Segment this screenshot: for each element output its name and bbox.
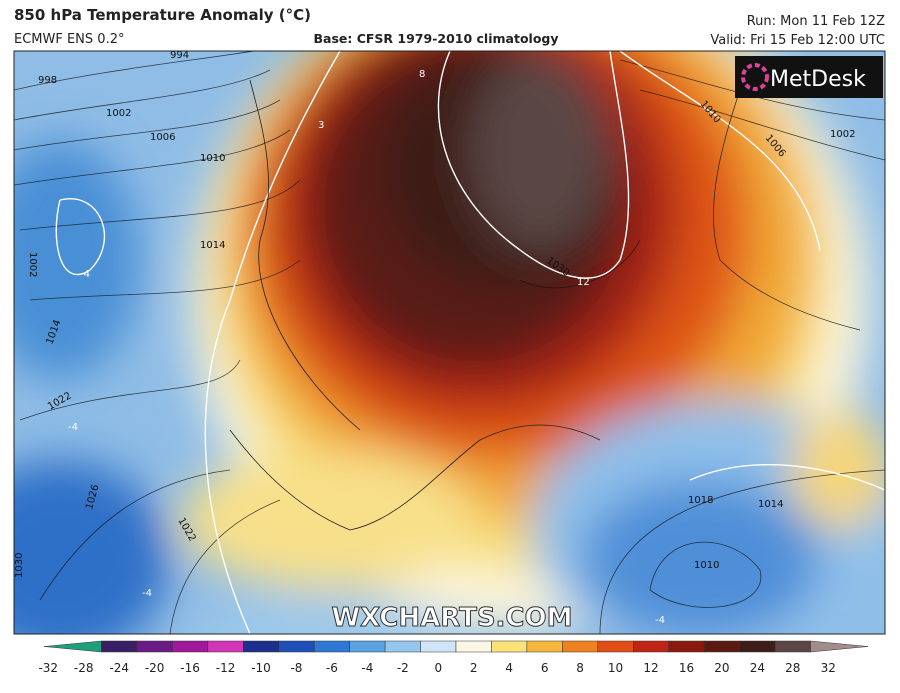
colorbar-swatch [313, 640, 350, 653]
colorbar-tick-label: -6 [326, 661, 338, 675]
colorbar-tick-label: 10 [608, 661, 623, 675]
colorbar-tick-label: -28 [74, 661, 94, 675]
watermark: WXCHARTS.COM [331, 603, 572, 633]
contour-label: -4 [142, 588, 152, 599]
contour-label: 1014 [200, 240, 225, 251]
contour-label: 1010 [200, 153, 225, 164]
contour-label: -4 [655, 615, 665, 626]
contour-label: -4 [80, 269, 90, 280]
colorbar-tick-label: 2 [470, 661, 478, 675]
colorbar-swatch [278, 640, 315, 653]
colorbar-tick-label: 6 [541, 661, 549, 675]
colorbar-swatch [526, 640, 563, 653]
colorbar-tick-label: -32 [38, 661, 58, 675]
colorbar-swatch [243, 640, 279, 653]
map-frame [13, 50, 886, 635]
contour-label: 994 [170, 50, 189, 61]
logo-box [735, 56, 883, 98]
colorbar-swatch [207, 640, 244, 653]
colorbar-swatch [668, 640, 705, 653]
contour-label: 1030 [14, 553, 25, 578]
title: 850 hPa Temperature Anomaly (°C) [14, 6, 311, 24]
valid: Valid: Fri 15 Feb 12:00 UTC [710, 33, 885, 48]
colorbar-swatch [455, 640, 492, 653]
contour-label: 998 [38, 75, 57, 86]
colorbar-swatch [810, 640, 869, 653]
colorbar-tick-label: -12 [216, 661, 236, 675]
contour-label: 1002 [106, 108, 131, 119]
colorbar-tick-label: -16 [180, 661, 200, 675]
colorbar-tick-label: 16 [679, 661, 694, 675]
contour-label: 3 [318, 120, 324, 131]
colorbar-tick-label: 4 [505, 661, 513, 675]
colorbar-swatch [101, 640, 138, 653]
logo: MetDesk [770, 67, 866, 92]
colorbar-tick-label: -2 [397, 661, 409, 675]
colorbar-tick-label: 32 [821, 661, 836, 675]
contour-label: -4 [68, 422, 78, 433]
contour-label: 1002 [27, 252, 38, 277]
colorbar-swatch [774, 640, 811, 653]
contour-label: 1006 [150, 132, 175, 143]
contour-label: 1018 [688, 495, 713, 506]
colorbar-tick-label: 12 [643, 661, 658, 675]
base: Base: CFSR 1979-2010 climatology [313, 31, 558, 46]
model: ECMWF ENS 0.2° [14, 32, 124, 47]
colorbar-swatch [43, 640, 102, 653]
colorbar-swatch [136, 640, 173, 653]
logo-icon [741, 63, 769, 91]
colorbar-tick-label: 24 [750, 661, 765, 675]
colorbar-tick-label: -8 [290, 661, 302, 675]
colorbar-swatch [703, 640, 740, 653]
colorbar-swatch [491, 640, 528, 653]
contour-label: 1014 [758, 499, 783, 510]
contour-label: 8 [419, 69, 425, 80]
colorbar-tick-label: -24 [109, 661, 129, 675]
colorbar: -32 -28 -24 -20 -16 -12 -10 -8 -6 -4 -2 0 2 4 6 8 10 12 16… [38, 640, 869, 675]
colorbar-tick-label: 28 [785, 661, 800, 675]
contour-label: 12 [577, 277, 590, 288]
colorbar-swatch [633, 640, 669, 653]
colorbar-tick-label: -4 [361, 661, 373, 675]
contour-label: 1002 [830, 129, 855, 140]
colorbar-swatch [739, 640, 776, 653]
colorbar-swatch [349, 640, 386, 653]
colorbar-tick-label: 8 [576, 661, 584, 675]
colorbar-swatch [420, 640, 457, 653]
colorbar-swatch [384, 640, 421, 653]
run: Run: Mon 11 Feb 12Z [747, 14, 885, 29]
colorbar-tick-label: -20 [145, 661, 165, 675]
colorbar-swatch [597, 640, 634, 653]
colorbar-tick-label: 20 [714, 661, 729, 675]
colorbar-tick-label: 0 [434, 661, 442, 675]
colorbar-swatch [172, 640, 209, 653]
colorbar-swatch [562, 640, 599, 653]
colorbar-tick-label: -10 [251, 661, 271, 675]
contour-label: 1010 [694, 560, 719, 571]
